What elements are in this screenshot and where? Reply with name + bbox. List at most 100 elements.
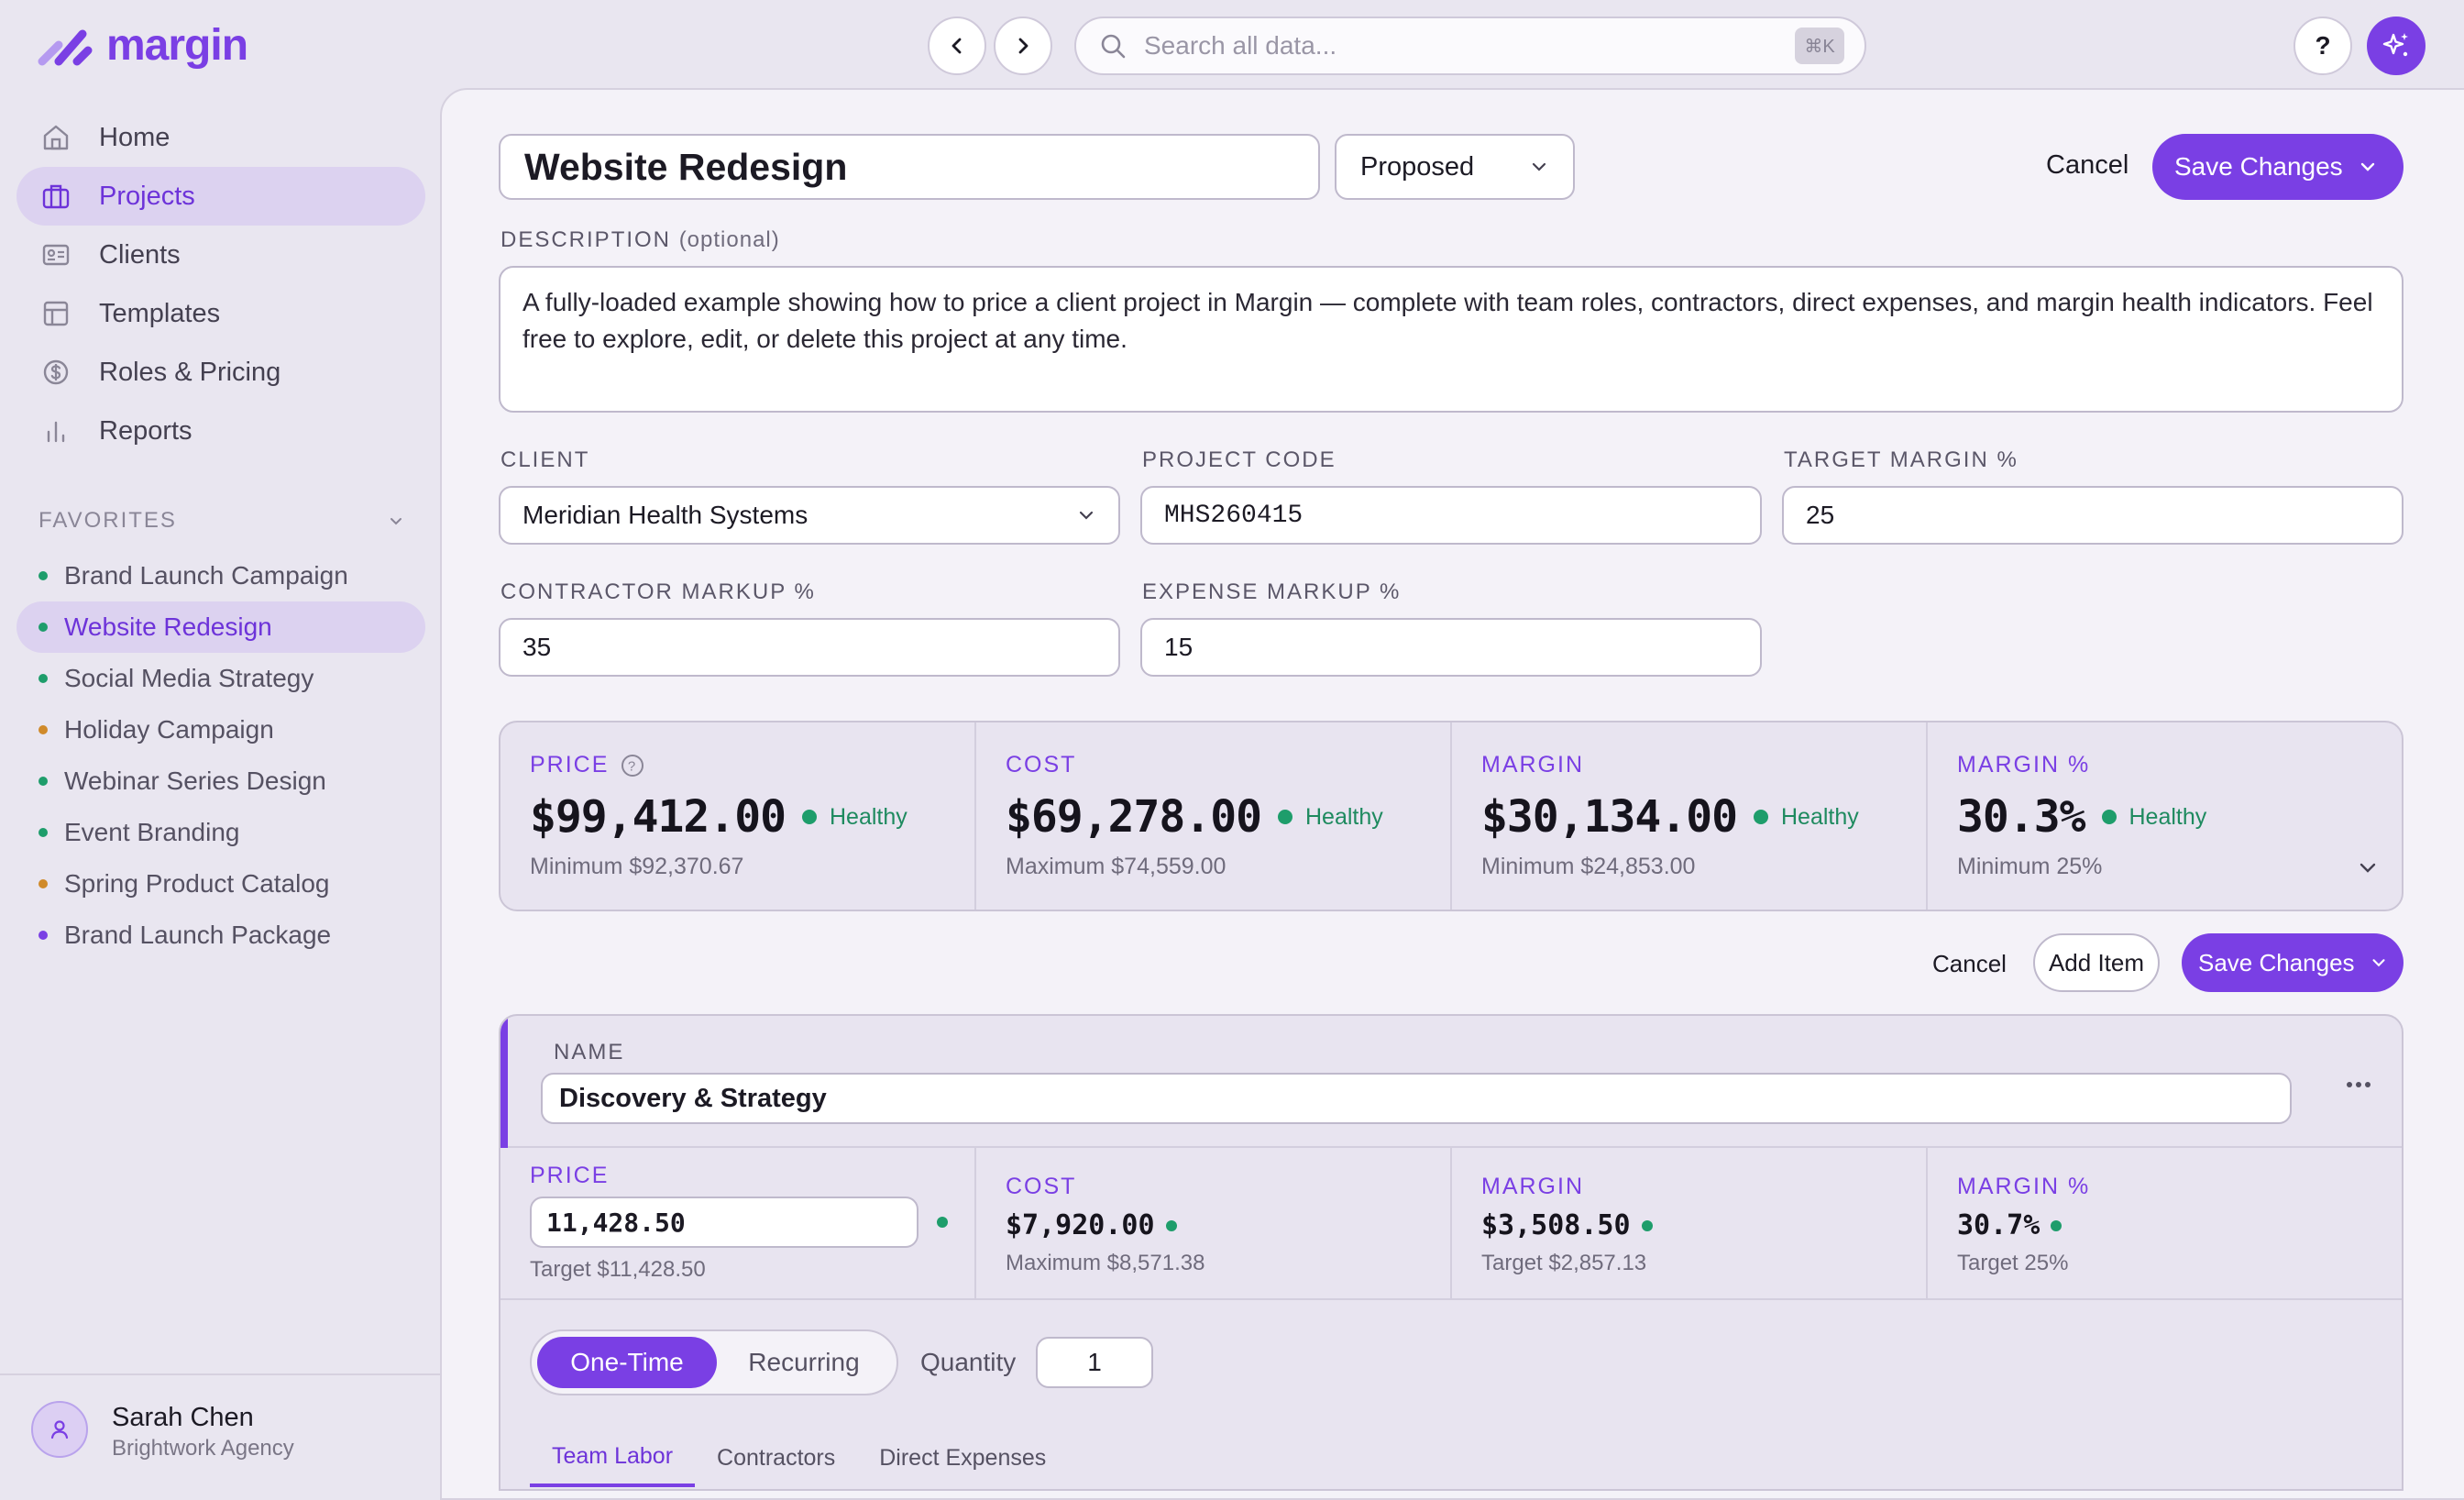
sidebar-item-templates[interactable]: Templates: [16, 284, 425, 343]
health-dot: [1277, 810, 1292, 824]
svg-text:?: ?: [628, 758, 637, 774]
expense-markup-input[interactable]: 15: [1140, 618, 1762, 677]
tab-team-labor[interactable]: Team Labor: [530, 1428, 696, 1487]
item-cost-value: $7,920.00: [1006, 1209, 1155, 1241]
one-time-option[interactable]: One-Time: [537, 1337, 717, 1388]
summary-cost-label: COST: [1006, 752, 1077, 778]
item-name-label: NAME: [554, 1040, 625, 1064]
favorite-item[interactable]: Event Branding: [16, 807, 425, 858]
recurring-option[interactable]: Recurring: [748, 1348, 860, 1376]
sidebar-item-label: Roles & Pricing: [99, 357, 281, 387]
tab-direct-expenses[interactable]: Direct Expenses: [879, 1444, 1047, 1471]
sidebar-item-clients[interactable]: Clients: [16, 226, 425, 284]
sidebar-item-roles-pricing[interactable]: Roles & Pricing: [16, 343, 425, 402]
favorite-label: Brand Launch Package: [64, 921, 332, 949]
description-textarea[interactable]: A fully-loaded example showing how to pr…: [499, 266, 2404, 413]
description-label: DESCRIPTION (optional): [500, 227, 780, 253]
item-cost-label: COST: [1006, 1174, 1077, 1199]
search-input[interactable]: [1142, 30, 1766, 61]
favorite-item[interactable]: Brand Launch Campaign: [16, 550, 425, 601]
cancel-button[interactable]: Cancel: [2046, 150, 2129, 180]
expand-chevron-icon[interactable]: [2356, 856, 2380, 880]
quantity-label: Quantity: [920, 1348, 1017, 1376]
favorite-label: Event Branding: [64, 818, 240, 846]
client-select[interactable]: Meridian Health Systems: [499, 486, 1120, 545]
search-shortcut-badge: ⌘K: [1795, 28, 1844, 64]
item-margin: MARGIN $3,508.50 Target $2,857.13: [1452, 1148, 1928, 1298]
item-cancel-button[interactable]: Cancel: [1932, 950, 2007, 977]
status-dot: [38, 571, 48, 580]
chevron-down-icon: [2360, 162, 2374, 171]
health-dot: [1165, 1219, 1177, 1231]
sidebar-item-reports[interactable]: Reports: [16, 402, 425, 460]
status-dot: [38, 879, 48, 888]
health-dot: [2101, 810, 2117, 824]
health-dot: [937, 1217, 948, 1228]
forward-button[interactable]: [994, 17, 1052, 75]
status-dot: [38, 931, 48, 940]
help-button[interactable]: ?: [2294, 17, 2352, 75]
chevron-down-icon: [1532, 162, 1546, 171]
project-code-input[interactable]: MHS260415: [1140, 486, 1762, 545]
back-button[interactable]: [928, 17, 986, 75]
health-dot: [1753, 810, 1768, 824]
status-dot: [38, 828, 48, 837]
add-item-button[interactable]: Add Item: [2033, 933, 2160, 992]
expense-markup-label: EXPENSE MARKUP %: [1142, 579, 1402, 604]
health-badge: Healthy: [2128, 803, 2207, 830]
favorite-item[interactable]: Webinar Series Design: [16, 756, 425, 807]
health-dot: [1641, 1219, 1653, 1231]
summary-price-value: $99,412.00: [530, 791, 786, 843]
favorite-item[interactable]: Brand Launch Package: [16, 910, 425, 961]
item-price-input[interactable]: 11,428.50: [530, 1197, 918, 1248]
health-badge: Healthy: [1780, 803, 1859, 830]
health-dot: [801, 810, 817, 824]
home-icon: [43, 125, 69, 150]
contractor-markup-input[interactable]: 35: [499, 618, 1120, 677]
summary-price: PRICE ? $99,412.00 Healthy Minimum $92,3…: [500, 722, 976, 910]
help-circle-icon[interactable]: ?: [620, 753, 645, 778]
sidebar-item-label: Projects: [99, 181, 195, 211]
target-margin-input[interactable]: 25: [1782, 486, 2404, 545]
favorite-item[interactable]: Website Redesign: [16, 601, 425, 653]
billing-toggle: One-Time Recurring: [530, 1329, 898, 1395]
favorites-list: Brand Launch Campaign Website Redesign S…: [16, 550, 425, 961]
sidebar-item-projects[interactable]: Projects: [16, 167, 425, 226]
id-card-icon: [42, 244, 70, 266]
summary-margin-pct-sub: Minimum 25%: [1957, 854, 2103, 879]
save-changes-button[interactable]: Save Changes: [2152, 134, 2404, 200]
app-name: margin: [106, 21, 248, 70]
global-search[interactable]: ⌘K: [1074, 17, 1866, 75]
logo-mark-icon: [38, 29, 93, 65]
summary-margin-pct: MARGIN % 30.3% Healthy Minimum 25%: [1928, 722, 2402, 910]
chevron-left-icon: [952, 38, 962, 54]
user-profile[interactable]: Sarah Chen Brightwork Agency: [0, 1373, 440, 1482]
favorite-label: Brand Launch Campaign: [64, 561, 348, 590]
ai-assistant-button[interactable]: [2367, 17, 2426, 75]
sidebar-nav: Home Projects Clients Templates Roles & …: [16, 108, 425, 460]
item-name-input[interactable]: Discovery & Strategy: [541, 1073, 2292, 1124]
summary-margin-pct-label: MARGIN %: [1957, 752, 2091, 778]
favorite-item[interactable]: Spring Product Catalog: [16, 858, 425, 910]
item-cost-sub: Maximum $8,571.38: [1006, 1251, 1205, 1275]
status-select[interactable]: Proposed: [1335, 134, 1575, 200]
tab-contractors[interactable]: Contractors: [717, 1444, 836, 1471]
project-title-input[interactable]: Website Redesign: [499, 134, 1320, 200]
project-code-label: PROJECT CODE: [1142, 447, 1336, 472]
favorites-header[interactable]: FAVORITES: [38, 508, 405, 534]
app-logo[interactable]: margin: [37, 20, 248, 71]
item-save-changes-button[interactable]: Save Changes: [2182, 933, 2404, 992]
favorite-item[interactable]: Holiday Campaign: [16, 704, 425, 756]
target-margin-label: TARGET MARGIN %: [1784, 447, 2018, 472]
favorite-item[interactable]: Social Media Strategy: [16, 653, 425, 704]
more-options-icon[interactable]: [2345, 1080, 2372, 1089]
quantity-input[interactable]: 1: [1036, 1337, 1153, 1388]
status-value: Proposed: [1360, 151, 1475, 182]
client-value: Meridian Health Systems: [522, 501, 808, 529]
line-item-card: NAME Discovery & Strategy PRICE 11,428.5…: [499, 1014, 2404, 1491]
item-margin-sub: Target $2,857.13: [1481, 1251, 1647, 1275]
favorite-label: Holiday Campaign: [64, 715, 274, 744]
status-dot: [38, 777, 48, 786]
sidebar-item-home[interactable]: Home: [16, 108, 425, 167]
summary-cost: COST $69,278.00 Healthy Maximum $74,559.…: [976, 722, 1452, 910]
